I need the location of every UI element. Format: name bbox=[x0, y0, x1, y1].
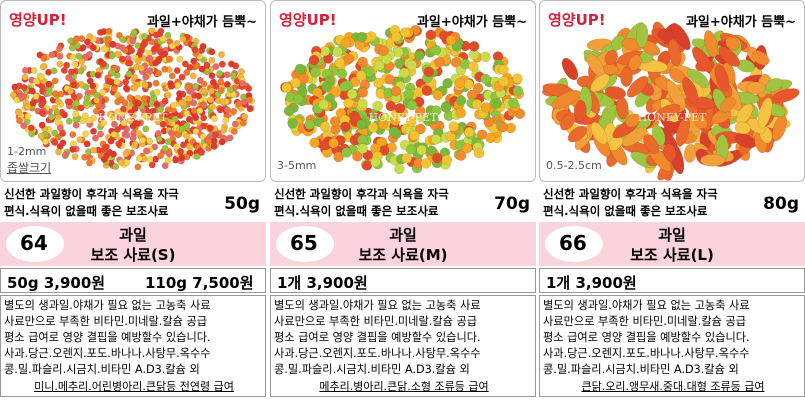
product-number: 64 bbox=[20, 231, 48, 255]
tagline: 신선한 과일향이 후각과 식욕을 자극 bbox=[543, 187, 718, 201]
badge: 영양UP! bbox=[9, 11, 67, 29]
description-line: 콩.밀.파슬리.시금치.비타민 A.D3.칼슘 외 bbox=[274, 363, 470, 376]
description-line: 별도의 생과일.야채가 필요 없는 고농축 사료 bbox=[274, 299, 481, 312]
product-image: HONEY-PET 영양UP! 과일+야채가 듬뿍~ 3-5mm bbox=[270, 0, 536, 182]
description-line: 평소 급여로 영양 결핍을 예방할수 있습니다. bbox=[4, 331, 211, 344]
product-name: 보조 사료(S) bbox=[90, 246, 176, 264]
pellets bbox=[280, 24, 526, 175]
feeding-note: 미니.메추리.어린병아리.큰닭등 전연령 급여 bbox=[34, 380, 234, 393]
weight: 50g bbox=[224, 194, 260, 214]
watermark: HONEY-PET bbox=[98, 111, 168, 124]
description-line: 콩.밀.파슬리.시금치.비타민 A.D3.칼슘 외 bbox=[543, 363, 739, 376]
size-label: 좁쌀크기 bbox=[7, 161, 52, 175]
product-name: 과일 bbox=[658, 226, 686, 244]
tagline: 신선한 과일향이 후각과 식욕을 자극 bbox=[4, 187, 179, 201]
description-line: 사료만으로 부족한 비타민.미네랄.칼슘 공급 bbox=[274, 315, 478, 328]
size-label: 0.5-2.5cm bbox=[546, 159, 602, 172]
tagline: 신선한 과일향이 후각과 식욕을 자극 bbox=[274, 187, 449, 201]
pellets bbox=[9, 27, 256, 171]
product-card: HONEY-PET 영양UP! 과일+야채가 듬뿍~ 0.5-2.5cm 신선한 과일향… bbox=[539, 0, 805, 406]
headline: 과일+야채가 듬뿍~ bbox=[685, 15, 796, 30]
product-name: 과일 bbox=[389, 226, 417, 244]
price: 110g 7,500원 bbox=[145, 274, 254, 292]
size-label: 3-5mm bbox=[277, 159, 317, 172]
product-card: HONEY-PET 영양UP! 과일+야채가 듬뿍~ 3-5mm 신선한 과일향이 후각… bbox=[270, 0, 536, 406]
feeding-note: 메추리.병아리.큰닭.소형 조류등 급여 bbox=[319, 380, 489, 393]
product-name: 보조 사료(M) bbox=[358, 246, 448, 264]
badge: 영양UP! bbox=[279, 11, 337, 29]
headline: 과일+야채가 듬뿍~ bbox=[416, 15, 527, 30]
weight: 80g bbox=[763, 194, 799, 214]
product-name: 보조 사료(L) bbox=[630, 246, 714, 264]
price-row: 1개 3,900원 bbox=[270, 268, 536, 293]
product-name: 과일 bbox=[119, 226, 147, 244]
price: 1개 3,900원 bbox=[546, 274, 637, 292]
tagline: 편식.식욕이 없을때 좋은 보조사료 bbox=[274, 204, 439, 218]
description-line: 콩.밀.파슬리.시금치.비타민 A.D3.칼슘 외 bbox=[4, 363, 200, 376]
watermark: HONEY-PET bbox=[368, 111, 438, 124]
description-line: 사과.당근.오렌지.포도.바나나.사탕무.옥수수 bbox=[4, 347, 211, 360]
watermark: HONEY-PET bbox=[637, 111, 707, 124]
number-bubble bbox=[6, 226, 64, 262]
feeding-note: 큰닭.오리.앵무새.중대.대형 조류등 급여 bbox=[581, 380, 765, 393]
price-row: 1개 3,900원 bbox=[539, 268, 805, 293]
price: 1개 3,900원 bbox=[277, 274, 368, 292]
number-bubble bbox=[276, 226, 334, 262]
badge: 영양UP! bbox=[548, 11, 606, 29]
product-image: HONEY-PET 영양UP! 과일+야채가 듬뿍~ 0.5-2.5cm bbox=[539, 0, 805, 182]
description-line: 사과.당근.오렌지.포도.바나나.사탕무.옥수수 bbox=[274, 347, 481, 360]
number-bubble bbox=[545, 226, 603, 262]
description-line: 사료만으로 부족한 비타민.미네랄.칼슘 공급 bbox=[4, 315, 208, 328]
pellets bbox=[542, 21, 800, 181]
product-number: 66 bbox=[559, 231, 587, 255]
weight: 70g bbox=[494, 194, 530, 214]
size-label: 1-2mm bbox=[7, 145, 47, 158]
price-row: 50g 3,900원 110g 7,500원 bbox=[0, 268, 266, 293]
product-number: 65 bbox=[290, 231, 318, 255]
product-image: HONEY-PET 영양UP! 과일+야채가 듬뿍~ 1-2mm 좁쌀크기 bbox=[0, 0, 266, 182]
price: 50g 3,900원 bbox=[7, 274, 106, 292]
description-line: 사과.당근.오렌지.포도.바나나.사탕무.옥수수 bbox=[543, 347, 750, 360]
description-line: 별도의 생과일.야채가 필요 없는 고농축 사료 bbox=[543, 299, 750, 312]
description-line: 별도의 생과일.야채가 필요 없는 고농축 사료 bbox=[4, 299, 211, 312]
tagline: 편식.식욕이 없을때 좋은 보조사료 bbox=[4, 204, 169, 218]
description-line: 평소 급여로 영양 결핍을 예방할수 있습니다. bbox=[274, 331, 481, 344]
description-line: 사료만으로 부족한 비타민.미네랄.칼슘 공급 bbox=[543, 315, 747, 328]
tagline: 편식.식욕이 없을때 좋은 보조사료 bbox=[543, 204, 708, 218]
headline: 과일+야채가 듬뿍~ bbox=[146, 15, 257, 30]
description-line: 평소 급여로 영양 결핍을 예방할수 있습니다. bbox=[543, 331, 750, 344]
